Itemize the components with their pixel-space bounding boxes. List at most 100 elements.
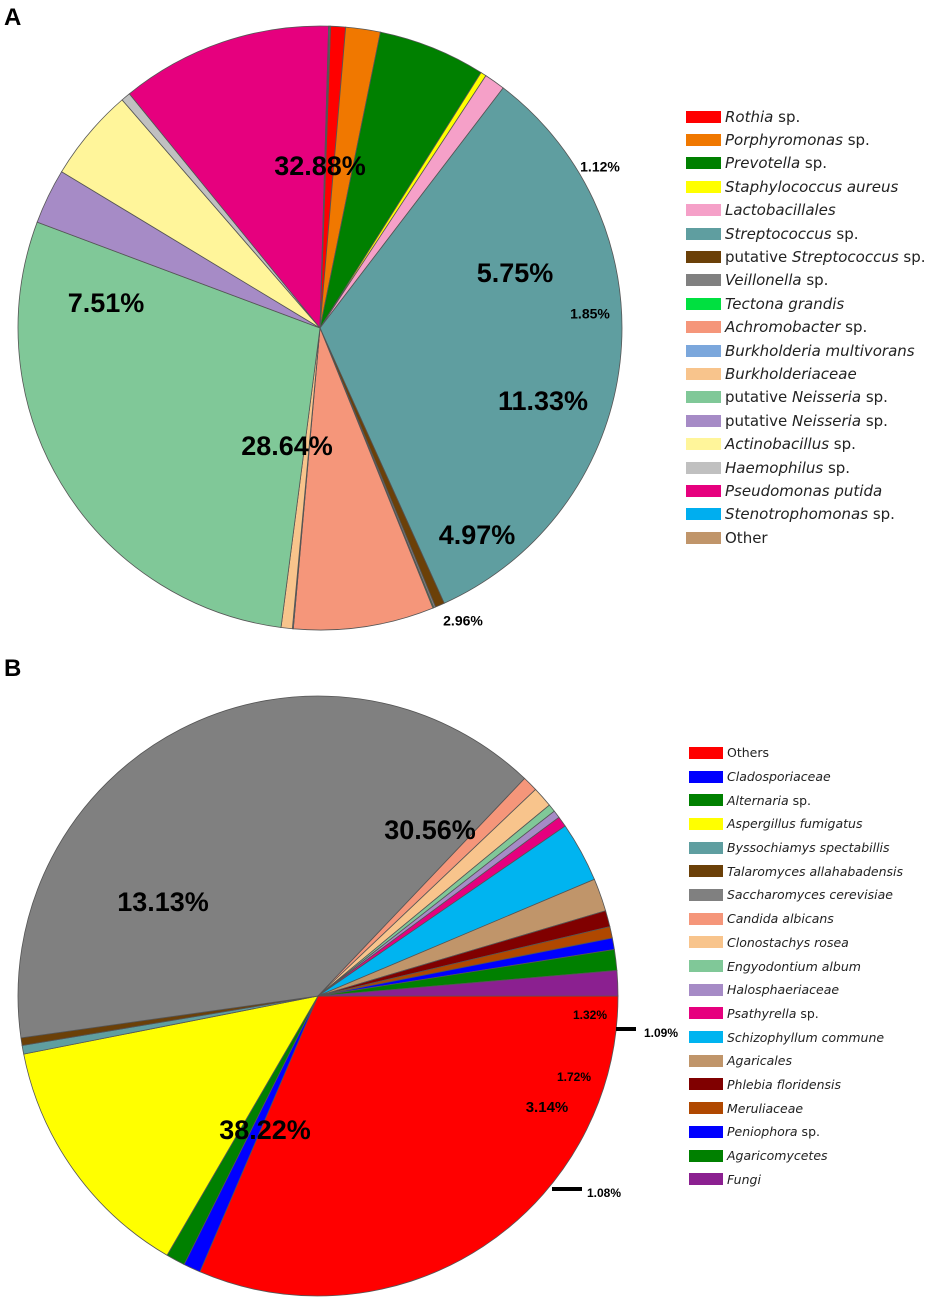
legend-b-item: Alternaria sp. bbox=[689, 788, 903, 812]
legend-swatch bbox=[686, 531, 721, 544]
pie-a-data-label: 4.97% bbox=[439, 520, 516, 550]
legend-label: Fungi bbox=[727, 1171, 761, 1187]
legend-label: Veillonella sp. bbox=[725, 271, 829, 290]
legend-label: Cladosporiaceae bbox=[727, 769, 831, 785]
legend-swatch bbox=[689, 1031, 723, 1044]
legend-a-item: Porphyromonas sp. bbox=[686, 128, 926, 151]
legend-swatch bbox=[689, 1007, 723, 1020]
legend-label: Aspergillus fumigatus bbox=[727, 816, 863, 832]
legend-swatch bbox=[686, 438, 721, 451]
pie-a-data-label: 11.33% bbox=[498, 386, 588, 416]
legend-b-item: Phlebia floridensis bbox=[689, 1073, 903, 1097]
legend-a-item: Tectona grandis bbox=[686, 292, 926, 315]
legend-label: Alternaria sp. bbox=[727, 792, 812, 808]
legend-swatch bbox=[689, 841, 723, 854]
pie-a-data-label: 1.85% bbox=[570, 306, 610, 322]
legend-label: Burkholderia multivorans bbox=[725, 341, 915, 360]
legend-label: Lactobacillales bbox=[725, 201, 836, 220]
legend-swatch bbox=[689, 912, 723, 925]
pie-a-data-label: 2.96% bbox=[443, 613, 483, 629]
legend-swatch bbox=[686, 508, 721, 521]
legend-label: putative Neisseria sp. bbox=[725, 388, 888, 407]
panel-b-letter: B bbox=[4, 655, 22, 682]
legend-label: Engyodontium album bbox=[727, 958, 861, 974]
legend-swatch bbox=[689, 1125, 723, 1138]
legend-swatch bbox=[686, 321, 721, 334]
pie-b-data-label: 1.08% bbox=[587, 1186, 621, 1200]
legend-b-item: Saccharomyces cerevisiae bbox=[689, 883, 903, 907]
legend-label: Peniophora sp. bbox=[727, 1124, 820, 1140]
legend-label: Burkholderiaceae bbox=[725, 364, 857, 383]
legend-swatch bbox=[689, 1149, 723, 1162]
legend-swatch bbox=[686, 297, 721, 310]
legend-label: Phlebia floridensis bbox=[727, 1076, 842, 1092]
legend-label: Byssochiamys spectabillis bbox=[727, 840, 890, 856]
legend-swatch bbox=[689, 1173, 723, 1186]
pie-b-slice bbox=[17, 695, 526, 1039]
legend-a-item: Prevotella sp. bbox=[686, 152, 926, 175]
pie-b-slice bbox=[199, 995, 619, 1297]
legend-swatch bbox=[689, 865, 723, 878]
legend-swatch bbox=[686, 180, 721, 193]
legend-swatch bbox=[686, 227, 721, 240]
pie-a-slice bbox=[17, 221, 321, 628]
legend-swatch bbox=[689, 746, 723, 759]
pie-a-data-label: 1.12% bbox=[580, 159, 620, 175]
pie-a-data-label: 28.64% bbox=[241, 431, 333, 461]
legend-a-item: Burkholderia multivorans bbox=[686, 339, 926, 362]
legend-b-item: Agaricomycetes bbox=[689, 1144, 903, 1168]
legend-a-item: putative Neisseria sp. bbox=[686, 386, 926, 409]
legend-swatch bbox=[686, 204, 721, 217]
pie-a-data-label: 7.51% bbox=[68, 288, 145, 318]
legend-swatch bbox=[689, 817, 723, 830]
legend-b-item: Engyodontium album bbox=[689, 954, 903, 978]
legend-a-item: Lactobacillales bbox=[686, 199, 926, 222]
legend-a-item: Stenotrophomonas sp. bbox=[686, 503, 926, 526]
legend-label: Agaricales bbox=[727, 1053, 792, 1069]
legend-swatch bbox=[689, 770, 723, 783]
legend-label: Candida albicans bbox=[727, 911, 834, 927]
legend-a-item: Achromobacter sp. bbox=[686, 316, 926, 339]
legend-swatch bbox=[689, 794, 723, 807]
legend-swatch bbox=[689, 888, 723, 901]
legend-swatch bbox=[686, 157, 721, 170]
legend-a-item: Other bbox=[686, 526, 926, 549]
legend-a: Rothia sp. Porphyromonas sp. Prevotella sp… bbox=[686, 105, 926, 549]
panel-a-letter: A bbox=[4, 4, 22, 31]
legend-a-item: Staphylococcus aureus bbox=[686, 175, 926, 198]
legend-a-item: Rothia sp. bbox=[686, 105, 926, 128]
legend-swatch bbox=[686, 391, 721, 404]
legend-label: Schizophyllum commune bbox=[727, 1029, 885, 1045]
legend-swatch bbox=[689, 1054, 723, 1067]
legend-swatch bbox=[686, 461, 721, 474]
legend-b-item: Talaromyces allahabadensis bbox=[689, 859, 903, 883]
legend-a-item: Burkholderiaceae bbox=[686, 362, 926, 385]
legend-label: Clonostachys rosea bbox=[727, 934, 849, 950]
legend-swatch bbox=[686, 274, 721, 287]
pie-a-slices bbox=[17, 25, 623, 631]
legend-label: putative Neisseria sp. bbox=[725, 411, 888, 430]
legend-label: Saccharomyces cerevisiae bbox=[727, 887, 893, 903]
legend-swatch bbox=[689, 1078, 723, 1091]
legend-a-item: putative Streptococcus sp. bbox=[686, 245, 926, 268]
legend-label: Actinobacillus sp. bbox=[725, 435, 856, 454]
legend-b-item: Clonostachys rosea bbox=[689, 931, 903, 955]
legend-swatch bbox=[689, 960, 723, 973]
legend-swatch bbox=[686, 134, 721, 147]
legend-label: Haemophilus sp. bbox=[725, 458, 851, 477]
legend-label: Tectona grandis bbox=[725, 294, 845, 313]
legend-label: Rothia sp. bbox=[725, 107, 801, 126]
legend-label: Halosphaeriaceae bbox=[727, 982, 840, 998]
pie-b-data-label: 13.13% bbox=[117, 887, 209, 917]
legend-b-item: Agaricales bbox=[689, 1049, 903, 1073]
legend-a-item: Streptococcus sp. bbox=[686, 222, 926, 245]
legend-label: Agaricomycetes bbox=[727, 1148, 828, 1164]
pie-b-data-label: 1.72% bbox=[557, 1070, 591, 1084]
pie-b-slices bbox=[17, 695, 619, 1297]
legend-b-item: Others bbox=[689, 741, 903, 765]
legend-swatch bbox=[686, 414, 721, 427]
legend-a-item: putative Neisseria sp. bbox=[686, 409, 926, 432]
legend-b: Others Cladosporiaceae Alternaria sp. Asper… bbox=[689, 741, 903, 1191]
